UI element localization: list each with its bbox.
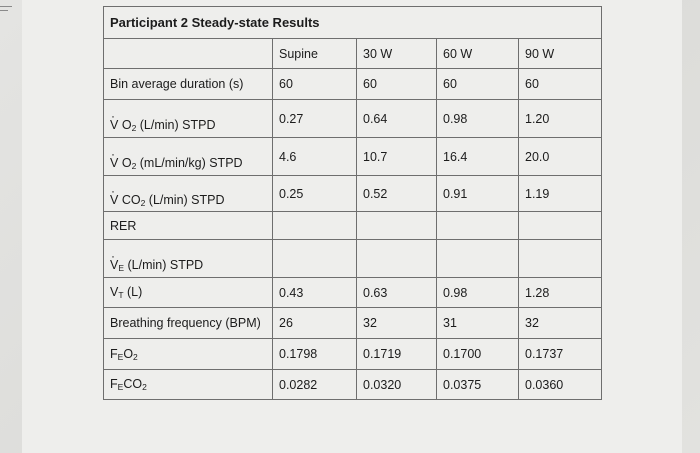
table-cell: 0.1798 <box>272 338 357 370</box>
column-header-60w: 60 W <box>436 38 519 69</box>
title-row: Participant 2 Steady-state Results <box>102 6 603 39</box>
row-label: VE (L/min) STPD <box>103 239 273 278</box>
table-cell: 0.1719 <box>356 338 437 370</box>
row-label: V O2 (L/min) STPD <box>103 99 273 138</box>
table-cell: 32 <box>517 307 603 339</box>
table-row: RER <box>103 211 603 240</box>
table-cell: 20.0 <box>517 137 603 176</box>
edge-mark <box>0 6 12 7</box>
table-cell: 16.4 <box>436 137 519 176</box>
edge-mark <box>0 10 8 11</box>
table-cell <box>272 211 357 240</box>
table-cell: 60 <box>517 68 603 100</box>
table-row: VE (L/min) STPD <box>103 239 603 278</box>
row-label: Breathing frequency (BPM) <box>103 307 273 339</box>
table-cell: 31 <box>436 307 519 339</box>
table-cell: 10.7 <box>356 137 437 176</box>
header-empty-cell <box>103 38 273 69</box>
table-cell: 0.98 <box>436 99 519 138</box>
table-cell: 0.98 <box>436 277 519 308</box>
table-cell: 0.43 <box>272 277 357 308</box>
row-label: VT (L) <box>103 277 273 308</box>
row-label: Bin average duration (s) <box>103 68 273 100</box>
table-cell: 60 <box>356 68 437 100</box>
column-header-supine: Supine <box>272 38 357 69</box>
table-cell: 60 <box>272 68 357 100</box>
row-label: FECO2 <box>103 369 273 400</box>
table-cell: 0.64 <box>356 99 437 138</box>
table-cell: 0.1700 <box>436 338 519 370</box>
table-cell: 32 <box>356 307 437 339</box>
table-cell: 0.0282 <box>272 369 357 400</box>
header-row: Supine 30 W 60 W 90 W <box>103 38 603 69</box>
table-cell: 1.28 <box>517 277 603 308</box>
table-cell: 0.0375 <box>436 369 519 400</box>
table-title: Participant 2 Steady-state Results <box>102 6 603 39</box>
table-cell: 0.27 <box>272 99 357 138</box>
table-cell <box>436 239 519 278</box>
table-cell: 4.6 <box>272 137 357 176</box>
table-cell <box>517 239 603 278</box>
table-cell: 1.20 <box>517 99 603 138</box>
row-label: RER <box>103 211 273 240</box>
row-label: V CO2 (L/min) STPD <box>103 175 273 212</box>
table-cell: 1.19 <box>517 175 603 212</box>
row-label: V O2 (mL/min/kg) STPD <box>103 137 273 176</box>
table-row: V CO2 (L/min) STPD 0.25 0.52 0.91 1.19 <box>103 175 603 212</box>
table-cell <box>272 239 357 278</box>
table-cell: 0.63 <box>356 277 437 308</box>
table-row: V O2 (mL/min/kg) STPD 4.6 10.7 16.4 20.0 <box>103 137 603 176</box>
table-cell: 0.1737 <box>517 338 603 370</box>
column-header-90w: 90 W <box>517 38 603 69</box>
table-row: Bin average duration (s) 60 60 60 60 <box>103 68 603 100</box>
table-cell: 0.25 <box>272 175 357 212</box>
table-row: V O2 (L/min) STPD 0.27 0.64 0.98 1.20 <box>103 99 603 138</box>
table-cell <box>356 211 437 240</box>
table-cell <box>356 239 437 278</box>
table-row: FECO2 0.0282 0.0320 0.0375 0.0360 <box>103 369 603 400</box>
table-row: Breathing frequency (BPM) 26 32 31 32 <box>103 307 603 339</box>
table-cell: 60 <box>436 68 519 100</box>
table-cell <box>436 211 519 240</box>
table-row: FEO2 0.1798 0.1719 0.1700 0.1737 <box>103 338 603 370</box>
table-cell <box>517 211 603 240</box>
row-label: FEO2 <box>103 338 273 370</box>
table-cell: 26 <box>272 307 357 339</box>
table-cell: 0.52 <box>356 175 437 212</box>
table-cell: 0.91 <box>436 175 519 212</box>
table-row: VT (L) 0.43 0.63 0.98 1.28 <box>103 277 603 308</box>
results-table: Participant 2 Steady-state Results Supin… <box>102 6 603 400</box>
table-cell: 0.0320 <box>356 369 437 400</box>
column-header-30w: 30 W <box>356 38 437 69</box>
table-cell: 0.0360 <box>517 369 603 400</box>
